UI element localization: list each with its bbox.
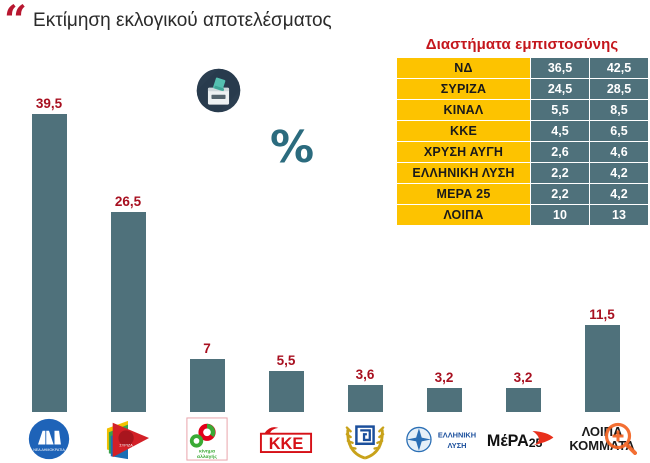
table-cell-party: ΛΟΙΠΑ xyxy=(396,204,531,226)
table-cell-party: ΚΚΕ xyxy=(396,120,531,142)
svg-text:ΝΕΑ ΔΗΜΟΚΡΑΤΙΑ: ΝΕΑ ΔΗΜΟΚΡΑΤΙΑ xyxy=(33,448,65,452)
nd-logo: ΝΕΑ ΔΗΜΟΚΡΑΤΙΑ xyxy=(10,417,88,461)
table-cell-high: 4,2 xyxy=(589,183,649,205)
bar-value-label: 26,5 xyxy=(114,193,142,209)
table-row: ΧΡΥΣΗ ΑΥΓΗ 2,6 4,6 xyxy=(396,141,649,163)
party-logo-slot: ΕΛΛΗΝΙΚΗ ΛΥΣΗ xyxy=(405,413,483,463)
party-logo-slot: ΝΕΑ ΔΗΜΟΚΡΑΤΙΑ xyxy=(10,413,88,463)
confidence-intervals-panel: Διαστήματα εμπιστοσύνης ΝΔ 36,5 42,5 ΣΥΡΙΖΑ… xyxy=(396,36,649,226)
bar xyxy=(268,370,304,412)
party-logo-slot: κίνημα αλλαγής xyxy=(168,413,246,463)
bar-group: 7 xyxy=(168,342,246,412)
svg-text:ΕΛΛΗΝΙΚΗ: ΕΛΛΗΝΙΚΗ xyxy=(438,430,476,439)
magnifier-watermark-icon xyxy=(604,422,638,456)
bar-value-label: 3,6 xyxy=(355,366,375,382)
table-cell-low: 2,6 xyxy=(530,141,590,163)
svg-text:κίνημα: κίνημα xyxy=(199,448,215,454)
confidence-intervals-table: ΝΔ 36,5 42,5 ΣΥΡΙΖΑ 24,5 28,5 ΚΙΝΑΛ 5,5 8,5 ΚΚΕ 4,… xyxy=(396,57,649,226)
svg-text:ΜέΡΑ: ΜέΡΑ xyxy=(487,432,529,450)
table-cell-high: 42,5 xyxy=(589,57,649,79)
percent-symbol: % xyxy=(270,122,315,173)
bar xyxy=(31,113,67,412)
syriza-logo: ΣΥΡΙΖΑ xyxy=(89,417,167,461)
svg-text:ΣΥΡΙΖΑ: ΣΥΡΙΖΑ xyxy=(119,444,133,448)
table-row: ΜΕΡΑ 25 2,2 4,2 xyxy=(396,183,649,205)
table-cell-high: 28,5 xyxy=(589,78,649,100)
table-cell-low: 5,5 xyxy=(530,99,590,121)
bar-group: 39,5 xyxy=(10,95,88,412)
table-row: ΕΛΛΗΝΙΚΗ ΛΥΣΗ 2,2 4,2 xyxy=(396,162,649,184)
ballot-box-icon xyxy=(196,68,241,113)
party-logo-slot xyxy=(326,413,404,463)
bar-value-label: 39,5 xyxy=(35,95,63,111)
bar-group: 5,5 xyxy=(247,352,325,412)
svg-text:ΚΚΕ: ΚΚΕ xyxy=(269,435,304,453)
table-cell-party: ΣΥΡΙΖΑ xyxy=(396,78,531,100)
bar-group: 3,6 xyxy=(326,366,404,412)
bar-value-label: 3,2 xyxy=(434,369,454,385)
table-row: ΛΟΙΠΑ 10 13 xyxy=(396,204,649,226)
kke-logo: ΚΚΕ xyxy=(247,417,325,461)
quote-icon: “ xyxy=(4,0,27,44)
table-cell-high: 6,5 xyxy=(589,120,649,142)
bar xyxy=(110,211,146,412)
party-logo-slot: ΜέΡΑ 25 xyxy=(484,413,562,463)
bar-group: 3,2 xyxy=(484,369,562,412)
table-row: ΚΚΕ 4,5 6,5 xyxy=(396,120,649,142)
svg-text:ΛΥΣΗ: ΛΥΣΗ xyxy=(448,440,467,449)
table-cell-low: 36,5 xyxy=(530,57,590,79)
bar-value-label: 3,2 xyxy=(513,369,533,385)
table-cell-high: 4,6 xyxy=(589,141,649,163)
table-cell-high: 13 xyxy=(589,204,649,226)
bar xyxy=(189,359,225,412)
bar xyxy=(584,325,620,412)
bar-group: 3,2 xyxy=(405,369,483,412)
kinal-logo: κίνημα αλλαγής xyxy=(168,417,246,461)
table-title: Διαστήματα εμπιστοσύνης xyxy=(425,36,619,53)
table-cell-party: ΕΛΛΗΝΙΚΗ ΛΥΣΗ xyxy=(396,162,531,184)
table-row: ΚΙΝΑΛ 5,5 8,5 xyxy=(396,99,649,121)
bar xyxy=(347,384,383,412)
table-row: ΝΔ 36,5 42,5 xyxy=(396,57,649,79)
party-logo-slot: ΣΥΡΙΖΑ xyxy=(89,413,167,463)
table-cell-party: ΜΕΡΑ 25 xyxy=(396,183,531,205)
elliniki-lysi-logo: ΕΛΛΗΝΙΚΗ ΛΥΣΗ xyxy=(405,417,483,461)
bar xyxy=(426,387,462,412)
svg-text:αλλαγής: αλλαγής xyxy=(197,454,217,460)
mera25-logo: ΜέΡΑ 25 xyxy=(484,417,562,461)
bar xyxy=(505,387,541,412)
bar-value-label: 11,5 xyxy=(589,307,615,323)
chrysi-avgi-logo xyxy=(326,417,404,461)
table-cell-low: 4,5 xyxy=(530,120,590,142)
other-parties-line1: ΛΟΙΠΑ xyxy=(581,424,623,439)
party-logo-slot: ΚΚΕ xyxy=(247,413,325,463)
bar-value-label: 5,5 xyxy=(276,352,296,368)
table-cell-party: ΧΡΥΣΗ ΑΥΓΗ xyxy=(396,141,531,163)
bar-value-label: 7 xyxy=(203,341,211,357)
page-title: “ Εκτίμηση εκλογικού αποτελέσματος xyxy=(4,0,332,44)
bar-group: 26,5 xyxy=(89,193,167,412)
page-title-text: Εκτίμηση εκλογικού αποτελέσματος xyxy=(33,10,332,31)
bar-group: 11,5 xyxy=(563,308,641,412)
table-cell-low: 10 xyxy=(530,204,590,226)
